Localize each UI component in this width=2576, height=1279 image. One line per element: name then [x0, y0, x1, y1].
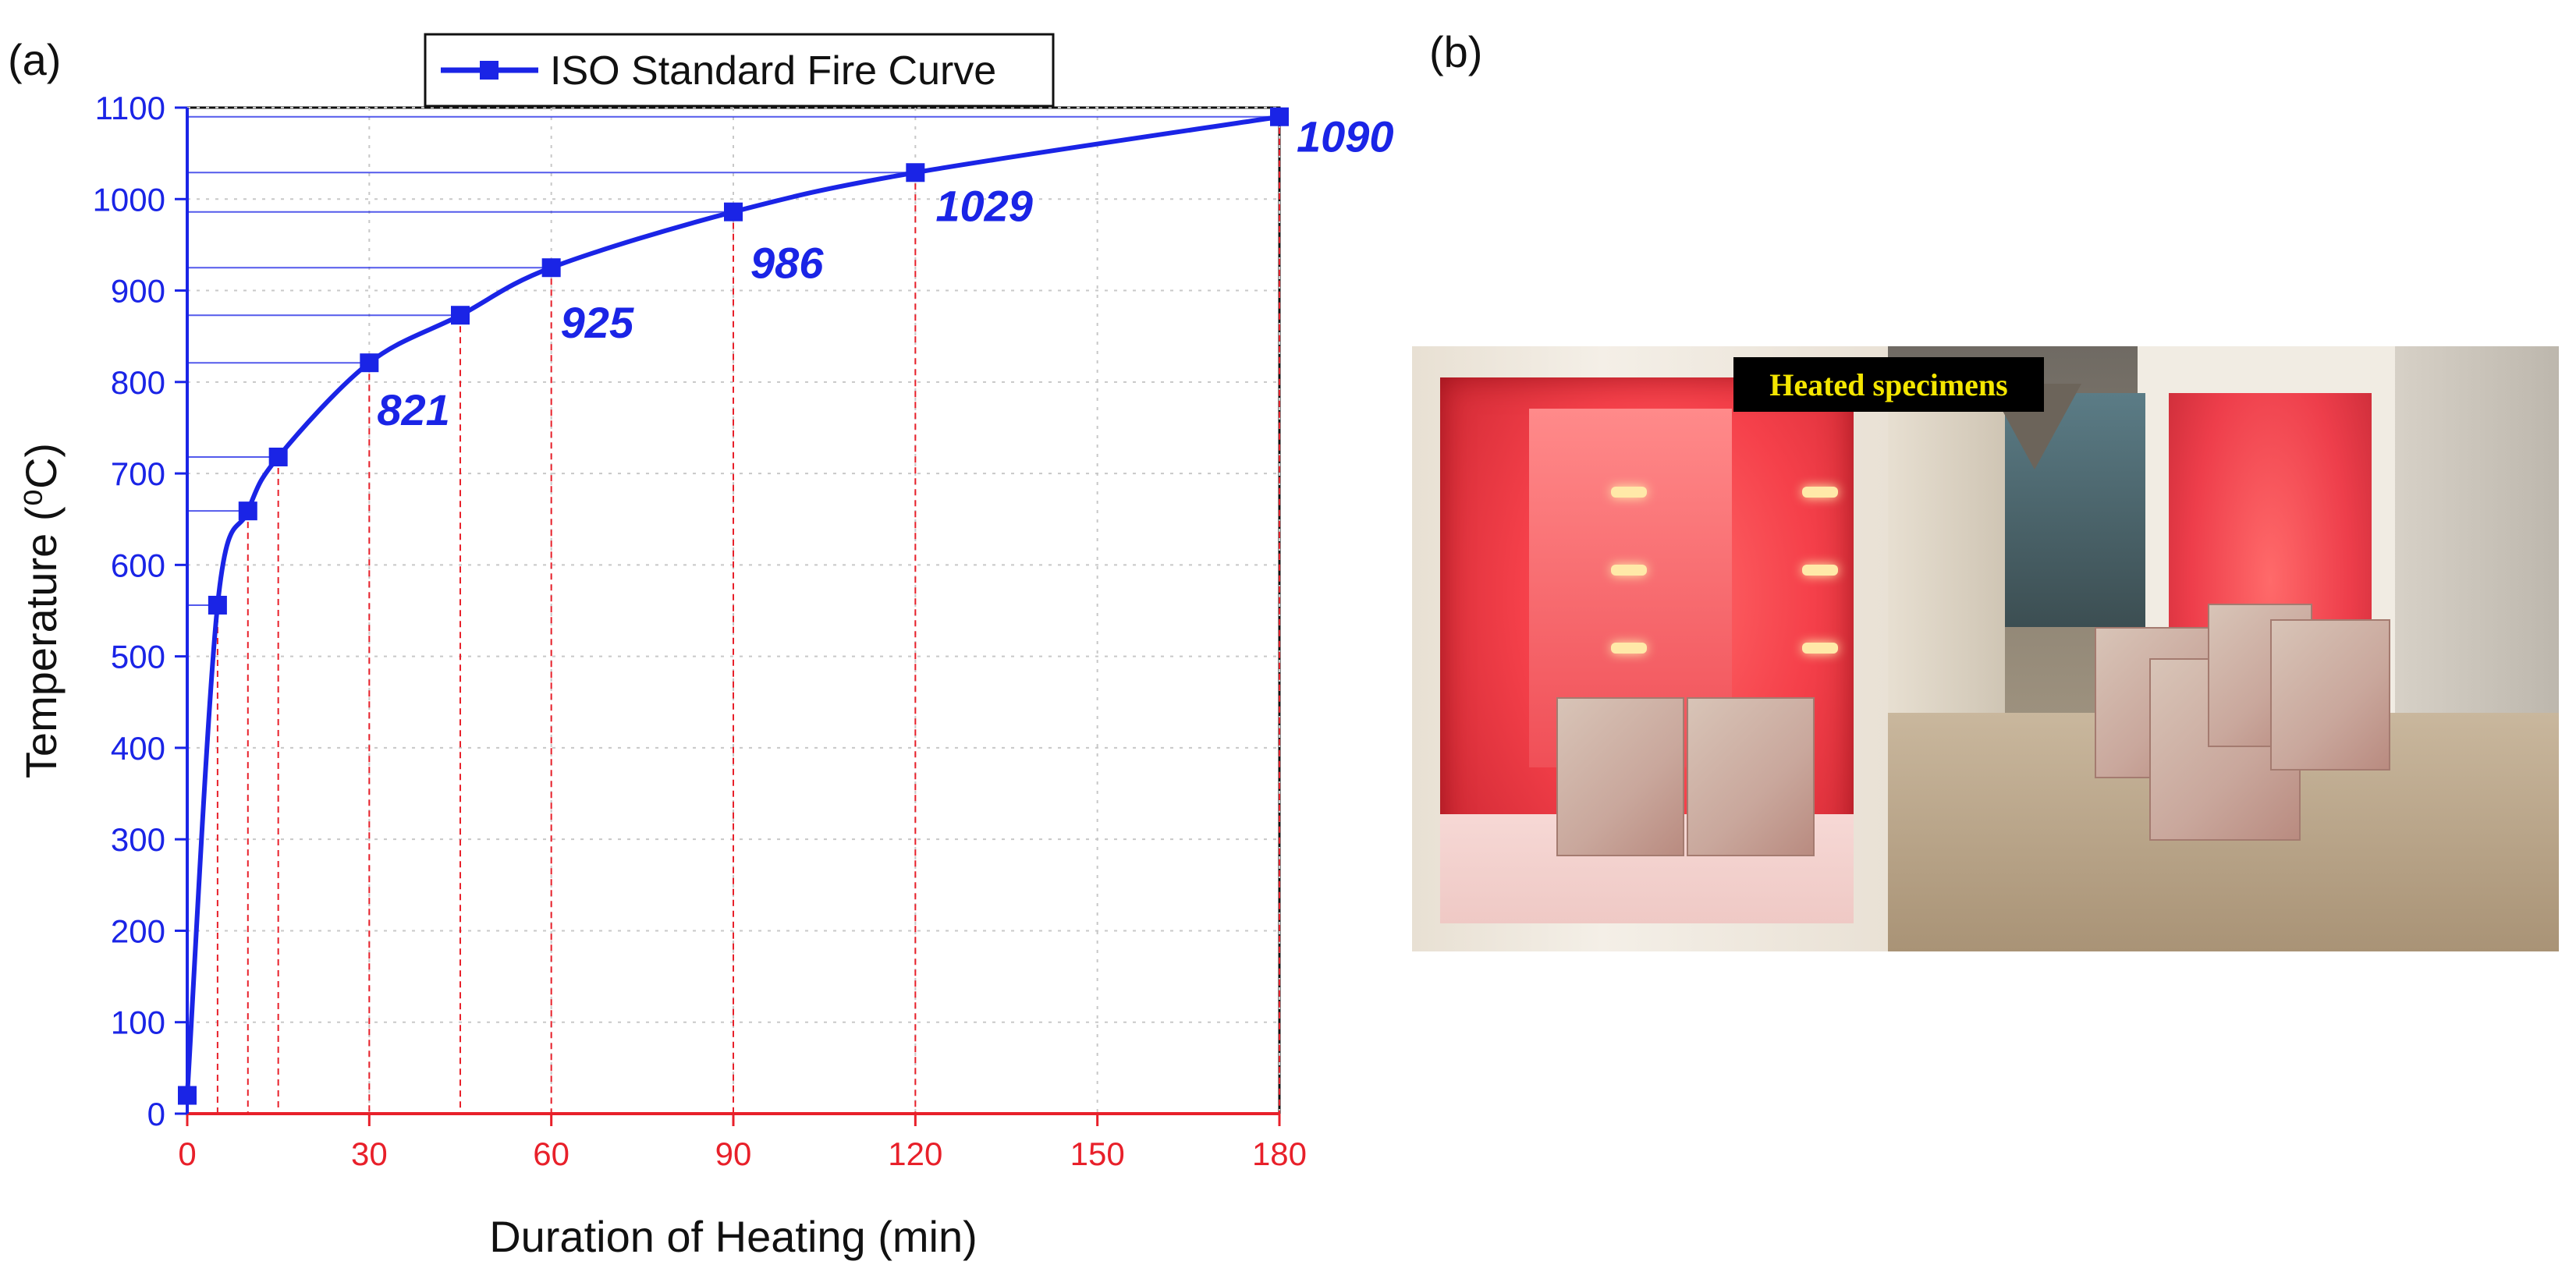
heating-element-glow: [1802, 565, 1838, 576]
specimen-block: [1556, 697, 1684, 856]
y-axis-title: Temperature (⁰C): [16, 443, 66, 778]
x-tick-label: 0: [178, 1136, 196, 1172]
reference-lines: [186, 115, 1280, 1114]
y-tick-label: 700: [111, 455, 165, 492]
x-tick-label: 30: [351, 1136, 388, 1172]
y-tick-label: 800: [111, 364, 165, 401]
heating-element-glow: [1802, 487, 1838, 498]
y-tick-label: 300: [111, 821, 165, 858]
data-point-marker: [208, 595, 227, 615]
furnace-exterior-view: [1888, 346, 2559, 951]
series-layer: [178, 107, 1289, 1105]
specimen-block: [1687, 697, 1815, 856]
data-label: 1029: [935, 181, 1033, 230]
y-tick-label: 600: [111, 547, 165, 583]
specimen-block: [2270, 619, 2390, 771]
axes: 0 30 60 90 120 150 180 0 100 200 300 400 500 600 700 80…: [93, 90, 1307, 1172]
iso-fire-curve-chart: (a) 0 30 60 90 120 150 180 0 100 200 300 400 500 600 7…: [8, 33, 1394, 1261]
data-point-marker: [1270, 107, 1289, 126]
x-axis-title: Duration of Heating (min): [489, 1212, 978, 1261]
data-label: 1090: [1297, 112, 1394, 161]
data-point-marker: [724, 202, 743, 221]
legend-entry-iso: ISO Standard Fire Curve: [550, 48, 996, 94]
heating-element-glow: [1611, 487, 1647, 498]
data-labels: 821 925 986 1029 1090: [377, 112, 1393, 434]
data-point-marker: [451, 306, 470, 325]
y-tick-label: 0: [147, 1096, 165, 1132]
data-point-marker: [541, 258, 561, 278]
legend-marker-swatch: [480, 61, 499, 80]
x-tick-label: 120: [888, 1136, 942, 1172]
x-tick-label: 150: [1070, 1136, 1125, 1172]
furnace-photo: Heated specimens: [1412, 346, 2559, 951]
x-tick-label: 180: [1252, 1136, 1307, 1172]
heating-element-glow: [1611, 643, 1647, 654]
x-tick-label: 90: [715, 1136, 752, 1172]
y-tick-label: 100: [111, 1004, 165, 1041]
data-point-marker: [268, 447, 288, 466]
y-tick-label: 200: [111, 912, 165, 949]
data-label: 925: [561, 298, 634, 347]
data-point-marker: [906, 163, 925, 182]
data-point-marker: [360, 353, 379, 373]
y-tick-label: 1100: [95, 90, 165, 126]
heated-specimens-tag: Heated specimens: [1733, 357, 2044, 412]
heating-element-glow: [1802, 643, 1838, 654]
y-tick-label: 400: [111, 730, 165, 767]
furnace-interior-view: [1412, 346, 1888, 951]
panel-a-label: (a): [8, 35, 61, 84]
data-point-marker: [178, 1086, 197, 1105]
x-tick-label: 60: [533, 1136, 569, 1172]
panel-b-label: (b): [1429, 27, 1483, 76]
heating-element-glow: [1611, 565, 1647, 576]
data-point-marker: [238, 501, 257, 521]
data-label: 986: [750, 239, 824, 288]
legend: ISO Standard Fire Curve: [424, 33, 1055, 108]
y-tick-label: 1000: [93, 181, 165, 218]
data-label: 821: [377, 385, 449, 434]
y-tick-label: 900: [111, 273, 165, 310]
y-tick-label: 500: [111, 639, 165, 675]
